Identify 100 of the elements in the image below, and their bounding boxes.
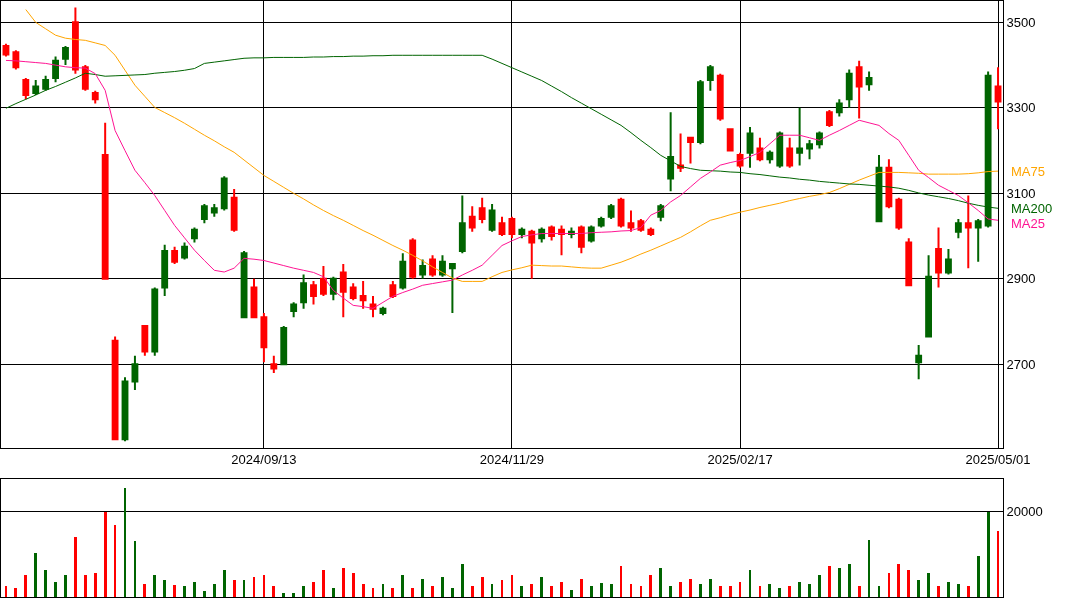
candlestick: [796, 106, 804, 167]
candlestick: [339, 262, 347, 319]
candlestick: [677, 132, 684, 173]
candlestick: [518, 226, 526, 240]
candlestick: [419, 258, 427, 280]
candlestick: [905, 237, 913, 287]
bar: [788, 586, 791, 598]
series-label: MA75: [1011, 164, 1045, 179]
bar: [630, 584, 632, 598]
bar: [302, 586, 305, 598]
bar: [659, 568, 662, 598]
bar: [243, 580, 245, 598]
y-tick-label: 3300: [1006, 100, 1036, 116]
bar: [322, 570, 325, 598]
bar: [233, 580, 236, 598]
bar: [739, 582, 741, 598]
bar: [967, 586, 970, 598]
x-tick-label: 2025/02/17: [707, 452, 773, 468]
candlestick: [200, 203, 208, 225]
bar: [401, 575, 404, 598]
bar: [759, 586, 761, 598]
series-label: MA200: [1011, 201, 1053, 216]
candlestick: [667, 111, 675, 193]
bar: [114, 525, 116, 598]
candlestick: [498, 215, 506, 238]
bar: [14, 588, 17, 598]
candlestick: [885, 158, 893, 210]
bar: [838, 568, 841, 598]
bar: [570, 590, 573, 598]
candlestick: [161, 243, 169, 297]
candlestick: [597, 215, 605, 229]
bar: [24, 575, 27, 598]
bar: [620, 566, 622, 598]
candlestick: [349, 282, 357, 302]
candlestick: [12, 49, 20, 71]
candlestick: [478, 196, 486, 225]
bar: [768, 584, 771, 598]
bar: [203, 591, 206, 598]
candlestick: [627, 209, 635, 233]
bar: [858, 586, 861, 598]
candlestick: [220, 175, 228, 212]
bar: [798, 582, 801, 598]
bar: [431, 586, 434, 598]
bar: [669, 586, 672, 598]
candlestick: [359, 279, 367, 310]
x-tick-label: 2024/11/29: [479, 452, 544, 468]
bar: [54, 582, 57, 598]
bar: [491, 584, 493, 598]
candlestick: [865, 70, 873, 92]
candlestick: [22, 76, 30, 101]
bar: [272, 586, 275, 598]
candlestick: [300, 273, 308, 310]
bar: [600, 583, 603, 598]
candlestick: [895, 196, 903, 231]
candlestick: [488, 203, 496, 233]
candlestick: [270, 354, 278, 374]
candlestick: [260, 312, 268, 364]
bar: [282, 593, 285, 598]
bar: [5, 586, 7, 598]
bar: [977, 556, 980, 598]
bar: [352, 573, 355, 598]
bar: [907, 570, 910, 598]
candlestick: [320, 265, 327, 297]
candlestick: [577, 224, 585, 255]
candlestick: [776, 130, 784, 169]
bar: [124, 488, 126, 598]
bar: [421, 579, 424, 598]
candlestick: [964, 194, 972, 270]
bar: [868, 540, 870, 598]
bar: [362, 584, 365, 598]
bar: [94, 573, 97, 598]
y-tick-label: 3500: [1006, 14, 1036, 30]
bar: [511, 575, 513, 598]
candlestick: [508, 215, 516, 240]
y-tick-label: 3100: [1006, 185, 1036, 201]
candlestick: [389, 279, 397, 300]
bar: [897, 564, 900, 598]
bar: [332, 588, 335, 598]
bar: [104, 512, 107, 598]
candlestick: [111, 335, 119, 441]
candlestick: [171, 245, 179, 265]
bar: [520, 586, 523, 598]
candlestick: [468, 205, 476, 233]
candlestick: [210, 203, 218, 218]
candlestick: [647, 226, 655, 238]
candlestick: [141, 324, 149, 357]
candlestick: [607, 203, 615, 221]
bar: [213, 584, 216, 598]
bar: [481, 577, 484, 598]
candlestick: [280, 324, 288, 366]
bar: [530, 584, 533, 598]
candlestick: [250, 277, 258, 319]
bar: [947, 582, 950, 598]
bar: [391, 588, 394, 598]
bar: [64, 575, 67, 598]
bar: [193, 582, 196, 598]
candlestick: [786, 136, 794, 169]
bar: [441, 577, 444, 598]
bar: [649, 575, 652, 598]
candlestick: [151, 286, 159, 357]
